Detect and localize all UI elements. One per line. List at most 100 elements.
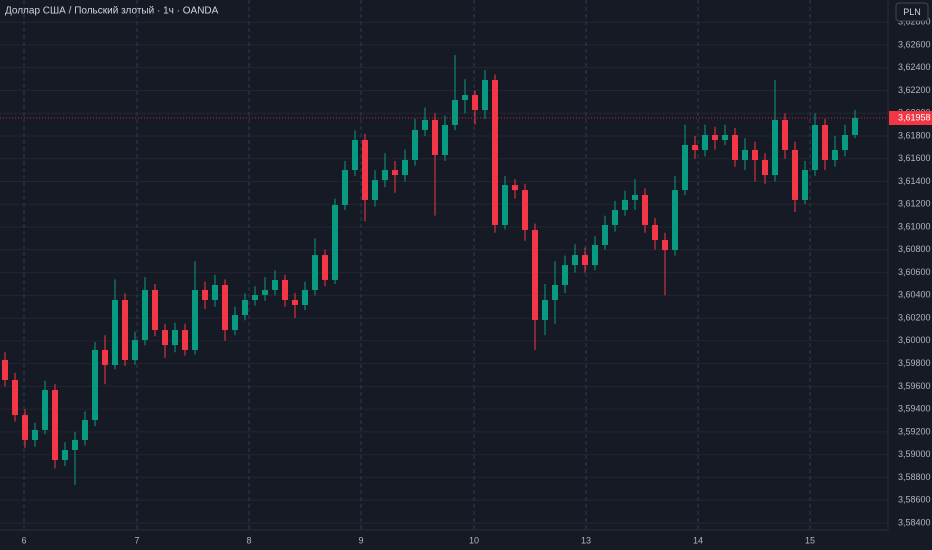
candle-body <box>432 119 438 156</box>
candle-body <box>692 144 698 150</box>
candle-body <box>682 144 688 191</box>
candle-body <box>62 449 68 461</box>
currency-label[interactable]: PLN <box>903 7 921 17</box>
candle-body <box>842 134 848 150</box>
candle-body <box>132 340 138 360</box>
y-tick-label: 3,59000 <box>898 449 931 459</box>
x-tick-label: 7 <box>134 535 139 545</box>
candle-body <box>292 299 298 306</box>
candle-body <box>592 245 598 266</box>
y-tick-label: 3,61800 <box>898 130 931 140</box>
candle-body <box>182 330 188 350</box>
candle-body <box>522 190 528 231</box>
x-tick-label: 15 <box>805 535 815 545</box>
candle-body <box>662 240 668 251</box>
candle-body <box>792 149 798 200</box>
candle-body <box>302 289 308 306</box>
candle-body <box>152 289 158 331</box>
candle-body <box>312 255 318 290</box>
candle-body <box>702 134 708 150</box>
candle-body <box>372 180 378 200</box>
candle-body <box>472 95 478 111</box>
candle-body <box>122 299 128 360</box>
y-tick-label: 3,60600 <box>898 267 931 277</box>
y-tick-label: 3,60000 <box>898 335 931 345</box>
candle-body <box>172 330 178 346</box>
candle-body <box>12 380 18 416</box>
candle-body <box>442 124 448 156</box>
candle-body <box>422 119 428 130</box>
last-price-box <box>889 111 932 126</box>
y-tick-label: 3,61600 <box>898 153 931 163</box>
candle-body <box>52 390 58 461</box>
y-tick-label: 3,59400 <box>898 404 931 414</box>
candle-body <box>622 199 628 210</box>
candle-body <box>732 134 738 161</box>
candle-body <box>532 230 538 321</box>
x-tick-label: 6 <box>21 535 26 545</box>
candle-body <box>512 185 518 191</box>
candle-body <box>202 289 208 300</box>
candle-body <box>112 299 118 365</box>
candle-body <box>142 289 148 341</box>
candle-body <box>742 149 748 161</box>
y-tick-label: 3,58600 <box>898 495 931 505</box>
candle-body <box>572 255 578 266</box>
candle-body <box>82 420 88 440</box>
candle-body <box>452 100 458 125</box>
y-tick-label: 3,62800 <box>898 17 931 27</box>
y-tick-label: 3,60800 <box>898 244 931 254</box>
candle-body <box>462 95 468 101</box>
candle-body <box>652 224 658 241</box>
x-tick-label: 14 <box>693 535 703 545</box>
candle-body <box>612 209 618 225</box>
candle-body <box>212 284 218 300</box>
y-tick-label: 3,61200 <box>898 199 931 209</box>
candle-body <box>162 330 168 346</box>
candle-body <box>502 185 508 225</box>
y-tick-label: 3,59600 <box>898 381 931 391</box>
candle-body <box>632 194 638 200</box>
candle-body <box>802 170 808 200</box>
chart-title: Доллар США / Польский злотый · 1ч · OAND… <box>5 6 219 17</box>
candle-body <box>582 255 588 266</box>
candle-body <box>342 170 348 205</box>
currency-button[interactable] <box>895 2 929 22</box>
candle-body <box>192 289 198 350</box>
y-tick-label: 3,61000 <box>898 221 931 231</box>
candle-body <box>412 129 418 161</box>
candle-body <box>42 390 48 430</box>
candle-body <box>382 170 388 181</box>
x-tick-label: 8 <box>246 535 251 545</box>
y-tick-label: 3,58800 <box>898 472 931 482</box>
candle-body <box>552 284 558 300</box>
candle-body <box>492 80 498 225</box>
y-tick-label: 3,60200 <box>898 312 931 322</box>
y-tick-label: 3,61400 <box>898 176 931 186</box>
y-tick-label: 3,62400 <box>898 62 931 72</box>
candle-body <box>322 255 328 280</box>
y-tick-label: 3,62600 <box>898 39 931 49</box>
candle-body <box>822 124 828 161</box>
candle-body <box>2 359 8 381</box>
candle-body <box>672 190 678 251</box>
candle-body <box>782 119 788 150</box>
candle-body <box>22 415 28 440</box>
candle-body <box>332 204 338 280</box>
candle-body <box>282 279 288 300</box>
x-tick-label: 10 <box>469 535 479 545</box>
y-tick-label: 3,62200 <box>898 85 931 95</box>
candle-body <box>602 224 608 246</box>
candle-body <box>482 80 488 111</box>
candle-body <box>242 299 248 316</box>
candle-body <box>762 160 768 176</box>
candle-body <box>542 299 548 321</box>
candle-body <box>222 284 228 331</box>
candle-body <box>772 119 778 176</box>
candle-body <box>402 160 408 176</box>
candle-body <box>832 149 838 161</box>
candle-body <box>392 170 398 176</box>
candle-body <box>32 429 38 440</box>
